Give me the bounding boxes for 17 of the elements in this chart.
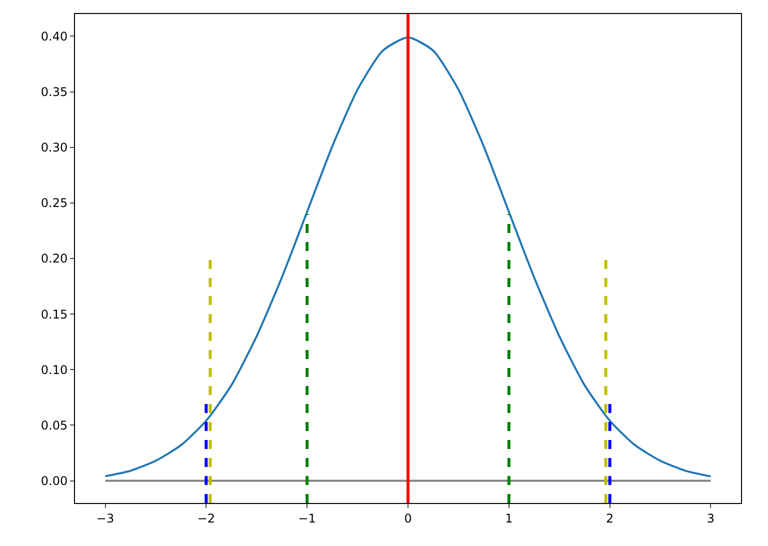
x-tick-label: 0 [404, 511, 412, 526]
x-tick-label: −2 [197, 511, 216, 526]
y-tick-label: 0.35 [40, 85, 68, 99]
y-tick-label: 0.30 [40, 140, 68, 155]
x-tick-label: 2 [606, 511, 614, 526]
y-tick-label: 0.00 [40, 474, 68, 488]
x-tick-label: −3 [96, 511, 114, 526]
x-tick-label: 3 [706, 511, 715, 526]
x-tick-label: −1 [298, 511, 316, 526]
y-tick-label: 0.15 [40, 307, 68, 322]
y-tick-label: 0.40 [40, 29, 68, 44]
y-tick-label: 0.25 [40, 196, 68, 210]
line-series [104, 36, 712, 478]
x-tick-label: 1 [505, 511, 513, 526]
y-tick-label: 0.05 [40, 418, 68, 432]
y-tick-label: 0.10 [40, 362, 68, 377]
y-tick-label: 0.20 [40, 252, 68, 266]
